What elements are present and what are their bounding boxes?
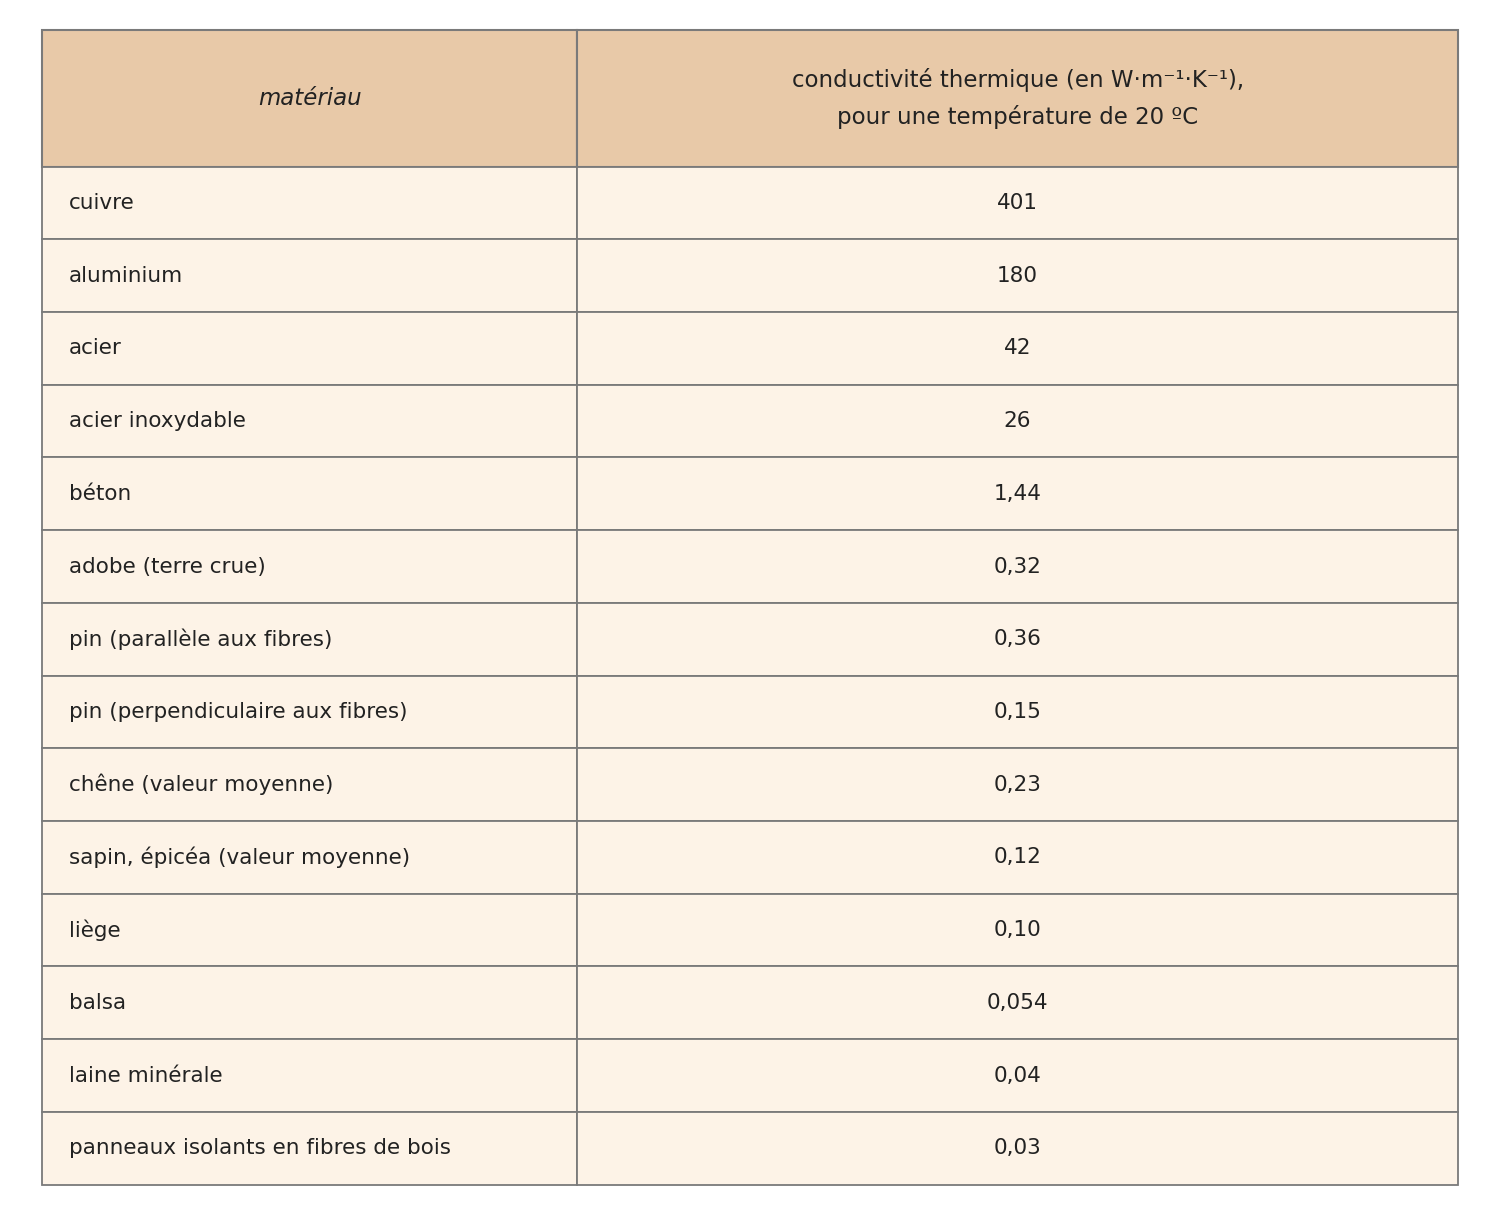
Text: conductivité thermique (en W·m⁻¹·K⁻¹),
pour une température de 20 ºC: conductivité thermique (en W·m⁻¹·K⁻¹), p… xyxy=(792,68,1244,129)
Bar xyxy=(42,748,578,821)
Text: panneaux isolants en fibres de bois: panneaux isolants en fibres de bois xyxy=(69,1138,452,1158)
Text: 0,12: 0,12 xyxy=(993,847,1041,868)
Text: matériau: matériau xyxy=(258,87,362,111)
Text: chêne (valeur moyenne): chêne (valeur moyenne) xyxy=(69,774,333,796)
Text: adobe (terre crue): adobe (terre crue) xyxy=(69,556,266,577)
Text: pin (parallèle aux fibres): pin (parallèle aux fibres) xyxy=(69,628,333,650)
Text: cuivre: cuivre xyxy=(69,193,135,213)
Text: 0,054: 0,054 xyxy=(987,993,1048,1013)
Bar xyxy=(42,966,578,1039)
Text: 42: 42 xyxy=(1004,338,1032,358)
Bar xyxy=(42,894,578,966)
Text: aluminium: aluminium xyxy=(69,266,183,286)
Bar xyxy=(578,530,1458,603)
Bar xyxy=(578,458,1458,530)
Text: 180: 180 xyxy=(998,266,1038,286)
Text: balsa: balsa xyxy=(69,993,126,1013)
Text: 1,44: 1,44 xyxy=(993,484,1041,504)
Bar xyxy=(578,385,1458,458)
Bar xyxy=(578,30,1458,166)
Bar xyxy=(578,239,1458,312)
Text: 0,03: 0,03 xyxy=(993,1138,1041,1158)
Text: 26: 26 xyxy=(1004,411,1032,431)
Bar xyxy=(578,894,1458,966)
Text: 0,10: 0,10 xyxy=(993,920,1041,940)
Text: 0,36: 0,36 xyxy=(993,629,1041,649)
Text: 0,23: 0,23 xyxy=(993,775,1041,795)
Text: béton: béton xyxy=(69,484,132,504)
Bar xyxy=(578,676,1458,748)
Bar xyxy=(42,239,578,312)
Text: 0,04: 0,04 xyxy=(993,1066,1041,1085)
Bar xyxy=(42,603,578,676)
Bar xyxy=(578,748,1458,821)
Text: 401: 401 xyxy=(998,193,1038,213)
Text: acier: acier xyxy=(69,338,122,358)
Bar xyxy=(578,603,1458,676)
Text: 0,32: 0,32 xyxy=(993,556,1041,577)
Text: pin (perpendiculaire aux fibres): pin (perpendiculaire aux fibres) xyxy=(69,702,408,722)
Bar xyxy=(42,166,578,239)
Bar xyxy=(42,530,578,603)
Bar xyxy=(42,312,578,385)
Bar xyxy=(578,312,1458,385)
Text: liège: liège xyxy=(69,920,120,940)
Bar xyxy=(578,821,1458,894)
Bar xyxy=(42,676,578,748)
Text: acier inoxydable: acier inoxydable xyxy=(69,411,246,431)
Bar xyxy=(578,1112,1458,1185)
Bar xyxy=(42,385,578,458)
Bar xyxy=(42,458,578,530)
Bar xyxy=(578,966,1458,1039)
Text: sapin, épicéa (valeur moyenne): sapin, épicéa (valeur moyenne) xyxy=(69,847,410,869)
Text: laine minérale: laine minérale xyxy=(69,1066,222,1085)
Bar xyxy=(578,1039,1458,1112)
Bar xyxy=(42,1112,578,1185)
Text: 0,15: 0,15 xyxy=(993,702,1041,722)
Bar xyxy=(42,821,578,894)
Bar xyxy=(42,1039,578,1112)
Bar xyxy=(578,166,1458,239)
Bar xyxy=(42,30,578,166)
